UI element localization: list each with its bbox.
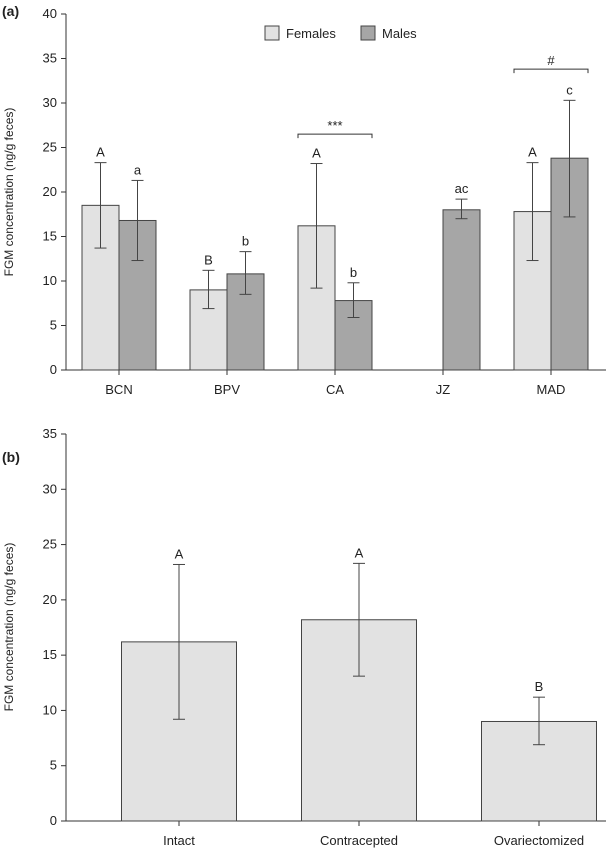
x-tick-label: CA [326, 382, 344, 397]
legend-label-males: Males [382, 26, 417, 41]
panel-a-ylabel: FGM concentration (ng/g feces) [2, 108, 16, 277]
significance-bracket [297, 133, 373, 139]
y-tick-label: 5 [50, 758, 57, 773]
panel-b-ylabel: FGM concentration (ng/g feces) [2, 543, 16, 712]
panel-b: (b) FGM concentration (ng/g feces) 0 5 10 1… [2, 426, 606, 848]
significance-letter: A [355, 545, 364, 560]
y-tick-label: 20 [43, 592, 57, 607]
panel-b-label: (b) [2, 449, 20, 465]
y-tick-label: 15 [43, 229, 57, 244]
y-tick-label: 35 [43, 426, 57, 441]
legend-label-females: Females [286, 26, 336, 41]
x-tick-label: MAD [537, 382, 566, 397]
panel-a-legend: Females Males [264, 25, 417, 41]
significance-letter: a [134, 162, 142, 177]
y-tick-label: 35 [43, 51, 57, 66]
bar-males [442, 209, 481, 371]
panel-a: (a) FGM concentration (ng/g feces) Femal… [2, 3, 606, 397]
x-tick-label: Contracepted [320, 833, 398, 848]
significance-letter: b [350, 265, 357, 280]
significance-marker: *** [327, 118, 342, 133]
significance-letter: B [204, 252, 213, 267]
significance-letter: A [312, 146, 321, 161]
legend-swatch-females [264, 25, 280, 41]
y-tick-label: 25 [43, 140, 57, 155]
significance-marker: # [547, 53, 555, 68]
y-tick-label: 20 [43, 184, 57, 199]
panel-a-label: (a) [2, 3, 19, 19]
y-tick-label: 40 [43, 6, 57, 21]
y-tick-label: 15 [43, 647, 57, 662]
x-tick-label: JZ [436, 382, 451, 397]
significance-letter: b [242, 234, 249, 249]
x-tick-label: BCN [105, 382, 132, 397]
significance-letter: A [175, 546, 184, 561]
significance-letter: A [96, 145, 105, 160]
x-tick-label: Ovariectomized [494, 833, 584, 848]
y-tick-label: 25 [43, 537, 57, 552]
y-tick-label: 30 [43, 95, 57, 110]
legend-swatch-males [360, 25, 376, 41]
y-tick-label: 10 [43, 702, 57, 717]
significance-letter: c [566, 82, 573, 97]
y-tick-label: 0 [50, 813, 57, 828]
x-tick-label: Intact [163, 833, 195, 848]
y-tick-label: 0 [50, 362, 57, 377]
significance-letter: B [535, 679, 544, 694]
x-tick-label: BPV [214, 382, 240, 397]
y-tick-label: 5 [50, 318, 57, 333]
significance-letter: A [528, 145, 537, 160]
y-tick-label: 10 [43, 273, 57, 288]
y-tick-label: 30 [43, 481, 57, 496]
significance-bracket [513, 68, 589, 74]
significance-letter: ac [455, 181, 469, 196]
